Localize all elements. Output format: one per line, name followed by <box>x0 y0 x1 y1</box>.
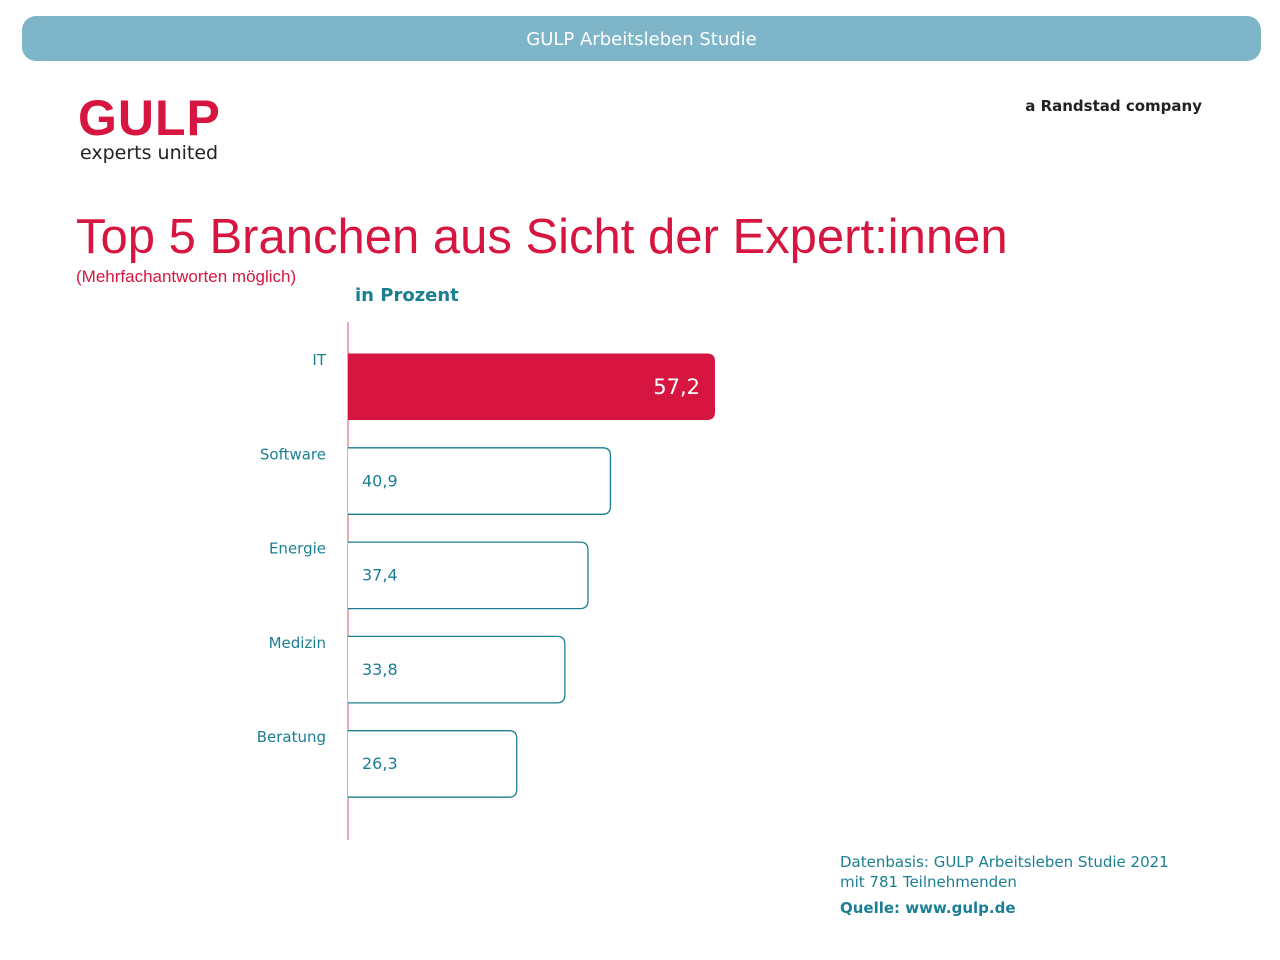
bar-medizin <box>348 635 566 704</box>
footer-participants: mit 781 Teilnehmenden <box>840 873 1017 891</box>
footer-database: Datenbasis: GULP Arbeitsleben Studie 202… <box>840 853 1169 871</box>
footer-source: Quelle: www.gulp.de <box>840 899 1016 917</box>
chart-title: Top 5 Branchen aus Sicht der Expert:inne… <box>76 210 1008 264</box>
value-label: 40,9 <box>362 471 398 490</box>
gulp-logo: GULP <box>78 90 221 146</box>
axis-unit-label: in Prozent <box>355 285 459 306</box>
bar-beratung <box>348 730 518 798</box>
bar-energie <box>348 541 589 610</box>
category-label: Beratung <box>257 728 326 746</box>
header-banner: GULP Arbeitsleben Studie <box>22 16 1261 61</box>
value-label: 26,3 <box>362 754 398 773</box>
bar-it <box>348 353 715 420</box>
value-label: 33,8 <box>362 660 398 679</box>
logo-tagline: experts united <box>80 142 219 164</box>
category-label: IT <box>312 351 326 369</box>
category-label: Energie <box>269 540 326 558</box>
value-label: 37,4 <box>362 566 398 585</box>
value-label: 57,2 <box>653 375 700 399</box>
chart-subtitle: (Mehrfachantworten möglich) <box>76 267 297 286</box>
bar-software <box>348 447 612 515</box>
category-label: Software <box>260 445 326 463</box>
footer-notes: Datenbasis: GULP Arbeitsleben Studie 202… <box>840 852 1169 918</box>
category-label: Medizin <box>269 634 326 652</box>
company-label: a Randstad company <box>1025 97 1202 115</box>
